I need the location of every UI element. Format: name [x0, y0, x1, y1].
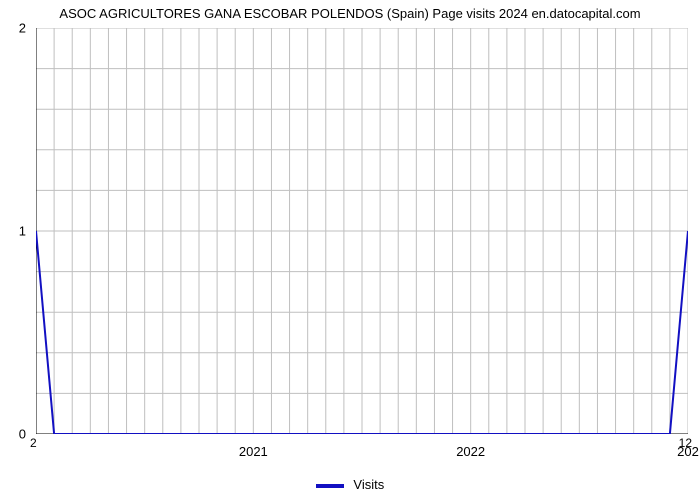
legend-label: Visits [353, 477, 384, 492]
x-tick-label: 2022 [456, 444, 485, 459]
x-axis-labels: 20212022202 [36, 442, 688, 460]
y-tick-label: 1 [19, 224, 26, 239]
legend-swatch [316, 484, 344, 488]
chart-title: ASOC AGRICULTORES GANA ESCOBAR POLENDOS … [0, 0, 700, 21]
x-tick-label: 2021 [239, 444, 268, 459]
y-tick-label: 0 [19, 427, 26, 442]
plot-area [36, 28, 688, 434]
y-tick-label: 2 [19, 21, 26, 36]
y-axis-labels: 012 [6, 28, 30, 434]
legend: Visits [0, 477, 700, 492]
x-tick-label: 202 [677, 444, 699, 459]
